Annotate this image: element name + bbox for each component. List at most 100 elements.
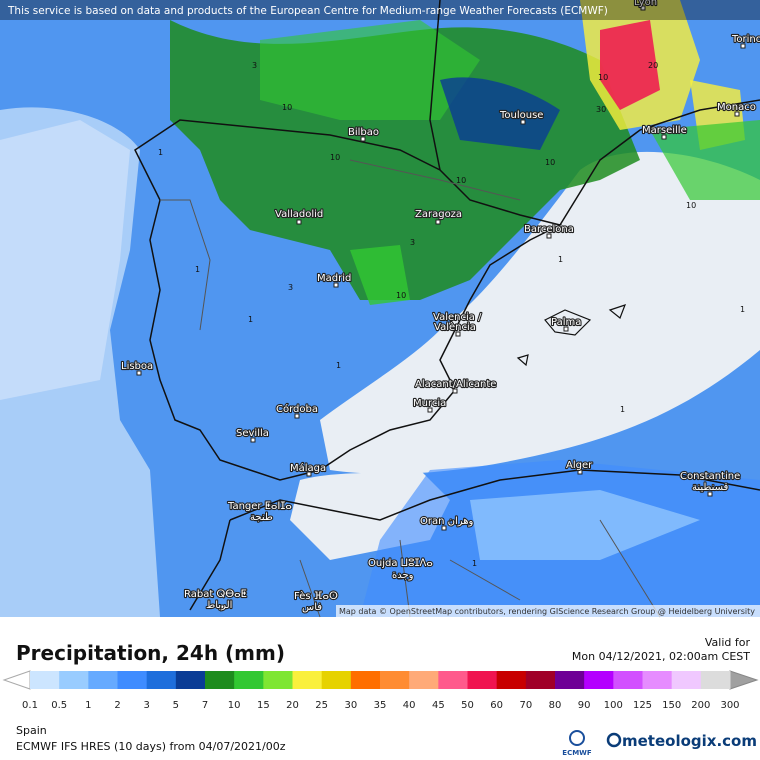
contour-label: 1 [558,255,563,264]
city-label: Toulouse [499,110,543,121]
colorbar-segment [146,671,177,689]
brand: meteologix.com [622,732,757,750]
colorbar-segment [263,671,293,689]
region: Spain [16,724,47,737]
city-label: قسنطينة [692,482,729,493]
city-label: Valencia / [433,312,482,323]
colorbar-label: 200 [691,700,710,711]
city-label: Lyon [634,0,657,8]
contour-label: 10 [456,176,466,185]
city-label: València [434,321,476,333]
colorbar-segment [350,671,381,689]
colorbar-segment [496,671,527,689]
balearics [516,304,627,367]
city-label: طنجة [250,512,273,523]
contour-label: 1 [740,305,745,314]
legend: Precipitation, 24h (mm) Valid for Mon 04… [2,636,759,711]
city-label: Palma [551,317,581,328]
colorbar-segment [525,671,556,689]
banner: This service is based on data and produc… [7,5,608,17]
contour-label: 3 [288,283,293,292]
colorbar-segment [59,671,89,689]
colorbar-segment [584,671,614,689]
city-label: Barcelona [524,224,574,235]
contour-label: 1 [248,315,253,324]
valid-label: Valid for [705,636,751,649]
contour-label: 20 [648,61,658,70]
contour-labels: 10 3 10 1 10 10 3 10 20 30 10 1 3 1 1 10… [158,61,745,568]
city-label: Fès ⴼⴰⵙ [294,590,338,602]
colorbar-segment [700,671,731,689]
colorbar-label: 3 [143,700,149,711]
colorbar-label: 20 [286,700,299,711]
colorbar-label: 90 [578,700,591,711]
colorbar-label: 70 [519,700,532,711]
contour-label: 1 [195,265,200,274]
city-label: Valladolid [275,209,323,220]
colorbar-segment [321,671,352,689]
colorbar-segment [30,671,60,689]
rain-red [600,20,660,110]
city-label: Torino [731,34,760,45]
contour-label: 10 [598,73,608,82]
colorbar-label: 80 [549,700,562,711]
city-label: Sevilla [236,428,269,439]
colorbar-label: 100 [604,700,623,711]
colorbar-label: 5 [173,700,179,711]
north-africa-light [470,490,700,560]
brand-logo: meteologix.com [606,732,757,750]
colorbar-segment [205,671,235,689]
contour-label: 10 [396,291,406,300]
colorbar-segment [117,671,148,689]
ecmwf-text: ECMWF [562,749,592,757]
colorbar-label: 35 [374,700,387,711]
city-label: Madrid [317,273,351,284]
city-label: Oujda ⵡⵓⵊⴷⴰ [368,558,433,569]
colorbar-segment [380,671,410,689]
colorbar-segment [175,671,206,689]
contour-label: 3 [410,238,415,247]
city-label: الرباط [206,600,232,611]
borders [160,159,521,331]
colorbar-label: 2 [114,700,120,711]
colorbar-label: 125 [633,700,652,711]
colorbar-label: 45 [432,700,445,711]
rain-green-2 [650,120,760,200]
city-label: Zaragoza [415,209,462,220]
rain-light-green [260,20,480,120]
colorbar-label: 15 [257,700,270,711]
colorbar-segment [409,671,439,689]
africa-borders [299,519,661,618]
legend-title: Precipitation, 24h (mm) [16,641,285,665]
colorbar-label: 1 [85,700,91,711]
rain-navy [440,77,560,150]
colorbar-segment [642,671,673,689]
africa-coast [189,469,760,611]
contour-label: 1 [336,361,341,370]
colorbar-segment [234,671,264,689]
colorbar-segment [467,671,498,689]
city-label: Oran وهران [420,516,474,527]
city-label: فاس [302,602,322,613]
contour-label: 10 [545,158,555,167]
contour-label: 1 [472,559,477,568]
colorbar-label: 25 [315,700,328,711]
colorbar-segment [88,671,118,689]
valid-time: Mon 04/12/2021, 02:00am CEST [572,650,750,663]
colorbar-right-arrow [729,670,759,690]
colorbar-label: 60 [490,700,503,711]
map: Lyon Torino Monaco Toulouse Marseille Bi… [0,0,760,618]
rain-green-3 [350,245,410,305]
city-label: Murcia [413,398,446,409]
attribution-bg [336,605,760,617]
france-coast [429,0,760,226]
city-labels: Lyon Torino Monaco Toulouse Marseille Bi… [120,0,760,614]
city-label: Bilbao [348,127,379,138]
contour-label: 10 [330,153,340,162]
contour-label: 3 [252,61,257,70]
contour-label: 1 [158,148,163,157]
atlantic-lighter [0,120,130,400]
attribution: Map data © OpenStreetMap contributors, r… [339,607,755,616]
colorbar-label: 40 [403,700,416,711]
city-label: Lisboa [121,361,153,372]
